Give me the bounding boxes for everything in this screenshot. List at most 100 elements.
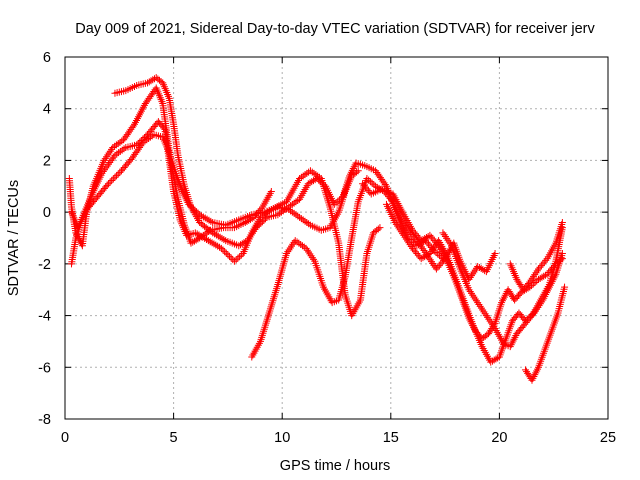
y-tick-label: -4 [38, 309, 51, 325]
data-point [116, 147, 124, 155]
series-arc-7 [382, 200, 566, 366]
data-point [227, 254, 235, 262]
x-axis-label: GPS time / hours [280, 458, 390, 474]
data-point [336, 196, 344, 204]
data-point [106, 178, 114, 186]
data-point [363, 175, 371, 183]
axis-ticks: 0 5 10 15 20 25 -8 -6 -4 -2 0 2 4 6 [38, 50, 616, 446]
data-point [413, 231, 421, 239]
data-point [311, 176, 319, 184]
data-point [139, 138, 147, 146]
series-arc-10 [521, 283, 569, 384]
data-point [113, 172, 121, 180]
data-point [435, 262, 443, 270]
data-point [146, 133, 154, 141]
series-arc-9 [506, 218, 566, 294]
data-point [316, 178, 324, 186]
data-point [109, 175, 117, 183]
data-point [277, 208, 285, 216]
data-point [300, 243, 308, 251]
data-point [292, 198, 300, 206]
data-point [427, 233, 435, 241]
y-tick-label: -2 [38, 257, 51, 273]
data-point [522, 318, 530, 326]
data-point [426, 231, 434, 239]
data-point [103, 181, 111, 189]
data-point [306, 167, 314, 175]
data-point [145, 134, 153, 142]
data-point [383, 191, 391, 199]
x-tick-label: 15 [383, 430, 399, 446]
data-point [160, 124, 168, 132]
data-point [438, 258, 446, 266]
data-point [108, 176, 116, 184]
data-point [98, 169, 106, 177]
data-point [366, 178, 374, 186]
data-point [337, 194, 345, 202]
data-point [545, 268, 553, 276]
data-point [230, 257, 238, 265]
data-point [102, 164, 110, 172]
data-point [434, 263, 442, 271]
data-point [258, 218, 266, 226]
data-point [434, 250, 442, 258]
data-point [424, 240, 432, 248]
data-point [432, 248, 440, 256]
data-point [534, 265, 542, 273]
data-point [332, 199, 340, 207]
data-point [104, 180, 112, 188]
y-tick-label: -8 [38, 412, 51, 428]
data-point [148, 132, 156, 140]
data-point [261, 215, 269, 223]
data-point [297, 173, 305, 181]
y-tick-label: 2 [43, 153, 51, 169]
data-point [301, 171, 309, 179]
data-point [312, 171, 320, 179]
data-point [536, 263, 544, 271]
data-point [561, 283, 569, 291]
data-point [374, 225, 382, 233]
data-point [521, 320, 529, 328]
data-point [424, 232, 432, 240]
data-point [359, 180, 367, 188]
data-point [527, 313, 535, 321]
data-point [194, 235, 202, 243]
data-point [116, 138, 124, 146]
data-point [531, 278, 539, 286]
data-point [540, 258, 548, 266]
data-point [234, 254, 242, 262]
data-point [360, 181, 368, 189]
data-point [525, 315, 533, 323]
x-tick-label: 10 [274, 430, 290, 446]
data-point [376, 224, 384, 232]
x-tick-label: 5 [170, 430, 178, 446]
data-point [299, 216, 307, 224]
data-point [254, 222, 262, 230]
data-point [115, 149, 123, 157]
series-arc-8 [439, 224, 566, 351]
data-point [283, 204, 291, 212]
data-point [294, 197, 302, 205]
data-point [297, 215, 305, 223]
data-point [111, 173, 119, 181]
y-tick-label: 4 [43, 102, 51, 118]
data-point [116, 168, 124, 176]
data-point [411, 230, 419, 238]
data-point [252, 224, 260, 232]
data-point [313, 175, 321, 183]
data-point [296, 213, 304, 221]
data-point [558, 218, 566, 226]
data-point [301, 217, 309, 225]
data-point [334, 197, 342, 205]
y-tick-label: -6 [38, 360, 51, 376]
data-point [558, 250, 566, 258]
data-point [112, 141, 120, 149]
data-point [413, 250, 421, 258]
x-tick-label: 25 [600, 430, 616, 446]
data-point [257, 205, 265, 213]
data-point [260, 216, 268, 224]
data-point [267, 187, 275, 195]
chart-title: Day 009 of 2021, Sidereal Day-to-day VTE… [75, 21, 595, 37]
data-point [111, 142, 119, 150]
